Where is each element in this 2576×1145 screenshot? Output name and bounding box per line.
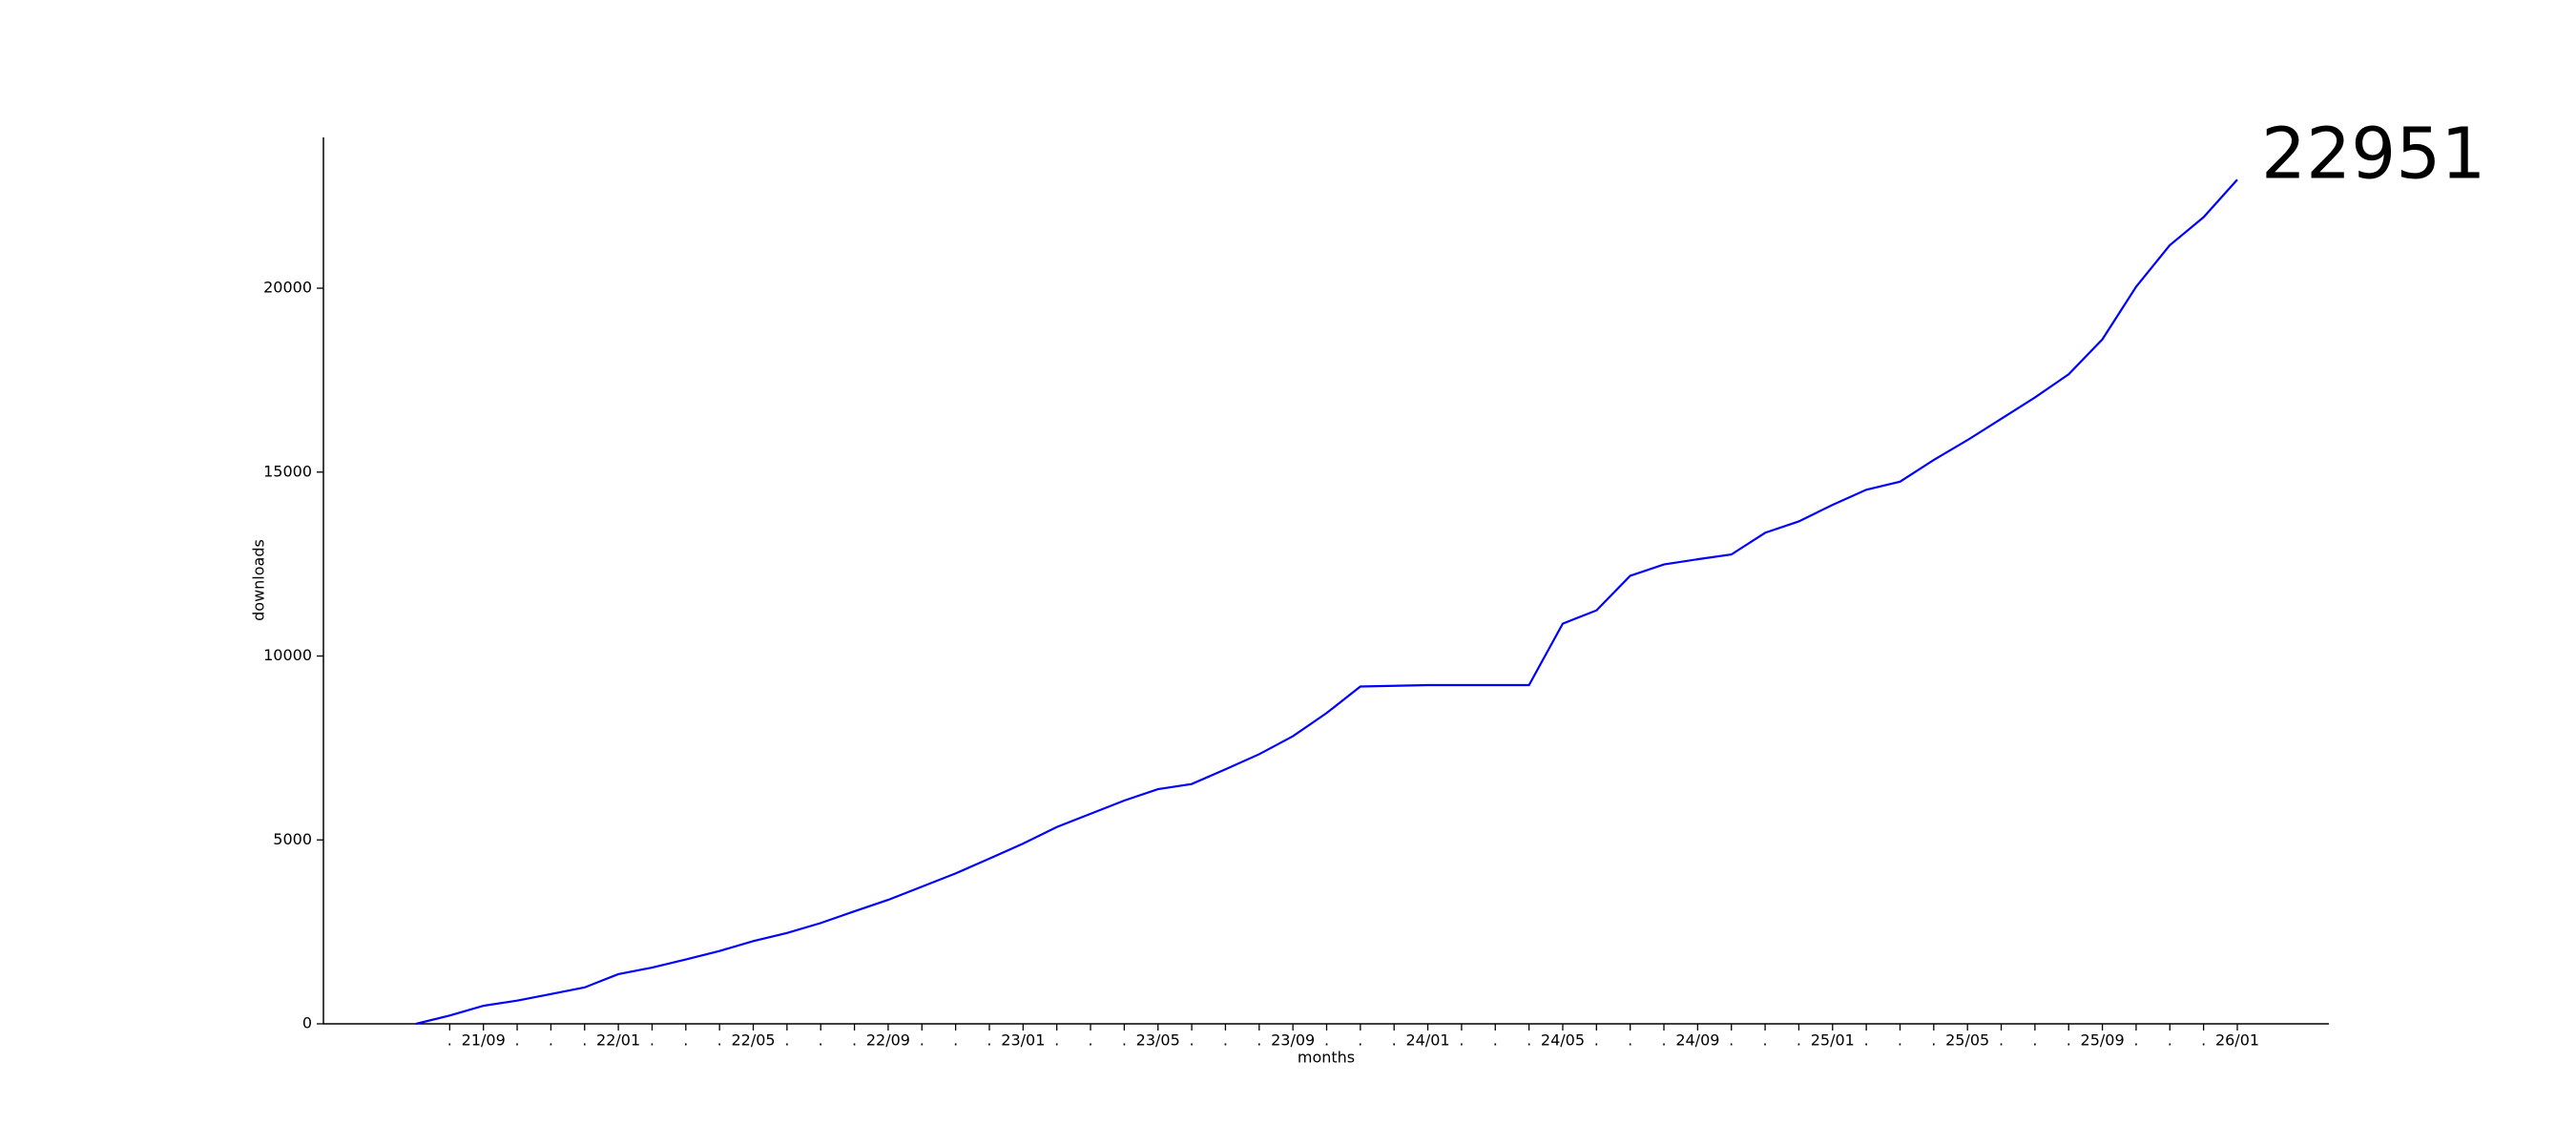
x-tick-label: . <box>1324 1031 1329 1050</box>
x-tick-label: . <box>717 1031 722 1050</box>
x-tick-label: . <box>515 1031 520 1050</box>
annotation: 22951 <box>2261 114 2485 196</box>
y-tick-label: 5000 <box>273 830 312 848</box>
x-tick-label: 25/09 <box>2081 1031 2125 1050</box>
x-tick-label: . <box>2168 1031 2172 1050</box>
x-tick-label: . <box>1088 1031 1092 1050</box>
x-tick-label: . <box>1493 1031 1498 1050</box>
x-tick-label: . <box>650 1031 654 1050</box>
x-tick-label: 23/05 <box>1136 1031 1180 1050</box>
x-tick-label: . <box>987 1031 991 1050</box>
x-tick-label: . <box>447 1031 452 1050</box>
y-tick-label: 15000 <box>263 462 312 480</box>
x-tick-label: . <box>1122 1031 1127 1050</box>
x-tick-label: 23/09 <box>1271 1031 1315 1050</box>
x-tick-label: 21/09 <box>462 1031 506 1050</box>
y-tick-label: 20000 <box>263 279 312 297</box>
x-tick-label: 24/05 <box>1541 1031 1585 1050</box>
x-tick-label: . <box>582 1031 587 1050</box>
x-tick-label: 26/01 <box>2215 1031 2259 1050</box>
x-tick-label: 22/05 <box>731 1031 775 1050</box>
x-tick-label: . <box>1864 1031 1869 1050</box>
x-tick-label: . <box>2032 1031 2037 1050</box>
x-tick-label: . <box>2133 1031 2138 1050</box>
x-tick-label: 22/01 <box>596 1031 640 1050</box>
x-tick-label: . <box>1661 1031 1666 1050</box>
x-tick-label: . <box>1898 1031 1902 1050</box>
x-tick-label: . <box>1358 1031 1362 1050</box>
x-tick-label: . <box>1594 1031 1599 1050</box>
x-tick-label: . <box>1628 1031 1632 1050</box>
x-tick-label: . <box>1527 1031 1531 1050</box>
x-tick-label: . <box>1999 1031 2004 1050</box>
x-tick-label: . <box>1223 1031 1228 1050</box>
x-tick-label: . <box>549 1031 553 1050</box>
x-tick-label: . <box>1392 1031 1397 1050</box>
x-tick-label: 22/09 <box>866 1031 910 1050</box>
x-tick-label: . <box>1257 1031 1261 1050</box>
x-tick-label: . <box>2067 1031 2071 1050</box>
x-tick-label: . <box>953 1031 958 1050</box>
data-line <box>415 178 2238 1026</box>
x-tick-label: . <box>1190 1031 1195 1050</box>
x-tick-label: . <box>1763 1031 1768 1050</box>
x-tick-label: 24/09 <box>1675 1031 1719 1050</box>
x-tick-label: 25/01 <box>1811 1031 1855 1050</box>
x-tick-label: . <box>1797 1031 1801 1050</box>
x-tick-label: . <box>784 1031 789 1050</box>
y-axis-label: downloads <box>250 539 268 621</box>
y-tick-label: 10000 <box>263 646 312 664</box>
x-tick-label: . <box>683 1031 688 1050</box>
y-tick-label: 0 <box>302 1014 312 1032</box>
x-tick-label: 25/05 <box>1945 1031 1989 1050</box>
x-tick-label: . <box>1054 1031 1059 1050</box>
x-tick-label: . <box>2201 1031 2206 1050</box>
x-axis-label: months <box>1298 1049 1355 1067</box>
x-tick-label: . <box>1459 1031 1464 1050</box>
x-tick-label: 24/01 <box>1406 1031 1450 1050</box>
x-tick-label: . <box>852 1031 857 1050</box>
x-tick-label: . <box>920 1031 924 1050</box>
x-tick-label: 23/01 <box>1001 1031 1045 1050</box>
x-tick-label: . <box>1931 1031 1936 1050</box>
x-tick-label: . <box>1729 1031 1734 1050</box>
x-tick-label: . <box>819 1031 823 1050</box>
